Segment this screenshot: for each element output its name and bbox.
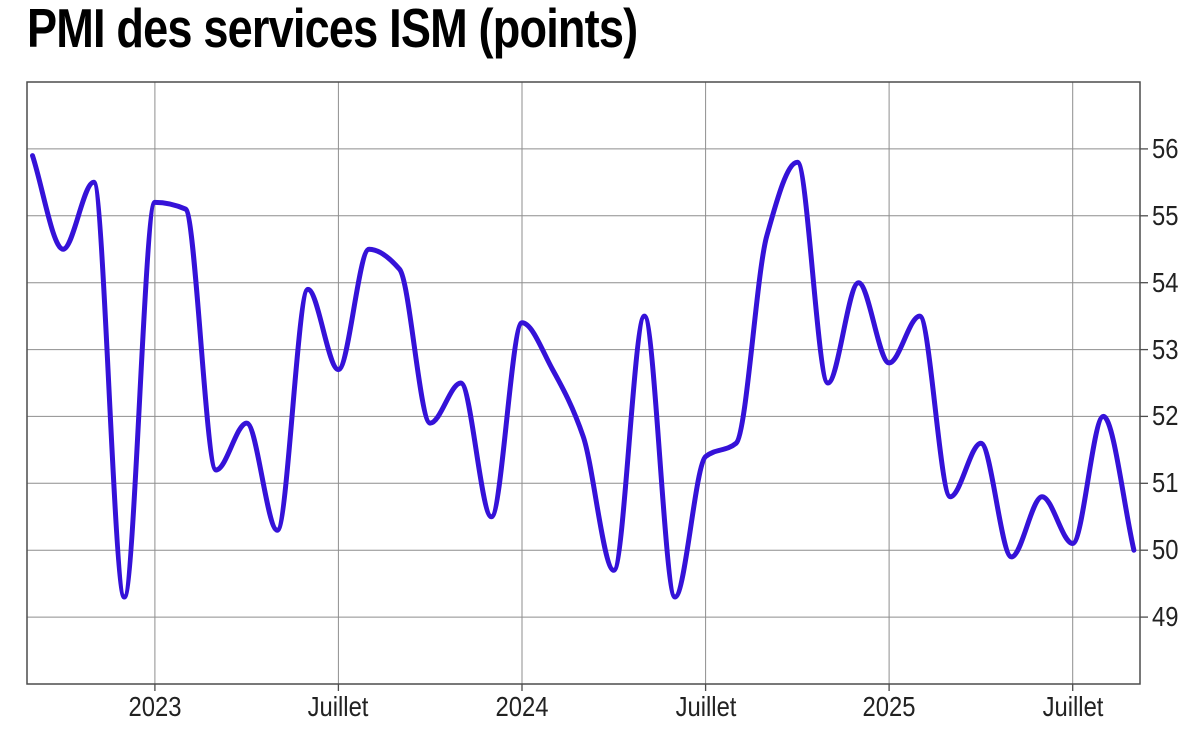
x-axis-tick-label: Juillet [308, 691, 369, 722]
chart-title: PMI des services ISM (points) [27, 0, 638, 59]
x-axis-tick-label: 2024 [495, 691, 549, 722]
y-axis-tick-label: 50 [1152, 534, 1179, 566]
x-axis-tick-label: Juillet [1042, 691, 1104, 722]
y-axis-tick-label: 49 [1152, 601, 1179, 633]
y-axis-tick-label: 51 [1152, 467, 1179, 499]
y-axis-tick-label: 53 [1152, 333, 1179, 365]
plot-frame [26, 81, 1141, 685]
y-axis-tick-label: 52 [1152, 400, 1179, 432]
pmi-series-line [30, 153, 1137, 600]
x-axis-tick-label: 2025 [862, 691, 916, 722]
x-axis-tick-label: Juillet [675, 691, 736, 722]
y-axis-tick-label: 56 [1152, 132, 1179, 164]
y-axis-tick-label: 54 [1152, 266, 1179, 298]
x-axis-tick-label: 2023 [128, 691, 182, 722]
y-axis-tick-label: 55 [1152, 199, 1179, 231]
